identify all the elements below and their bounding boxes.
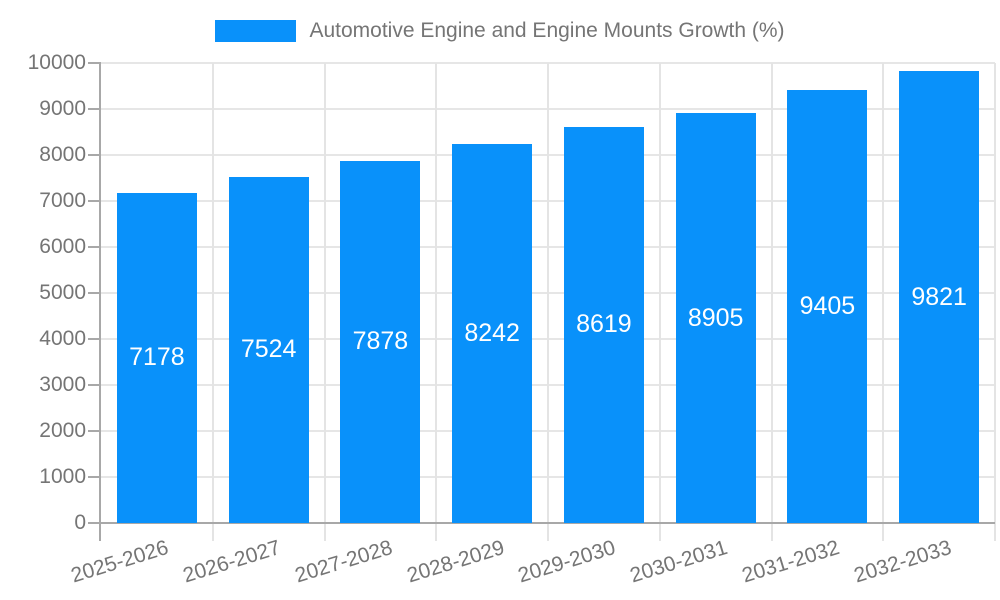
y-tick-mark	[88, 246, 101, 248]
bar[interactable]: 7524	[228, 176, 309, 523]
bar[interactable]: 7178	[116, 192, 197, 523]
y-tick-label: 9000	[39, 97, 86, 120]
x-category-label: 2031-2032	[739, 536, 843, 588]
x-category-label: 2025-2026	[68, 536, 172, 588]
gridline-vertical	[323, 63, 326, 541]
bar[interactable]: 9405	[787, 90, 868, 523]
y-tick-mark	[88, 292, 101, 294]
y-tick-label: 8000	[39, 143, 86, 166]
x-category-label: 2029-2030	[515, 536, 619, 588]
gridline-vertical	[882, 63, 885, 541]
y-tick-mark	[88, 108, 101, 110]
legend-label: Automotive Engine and Engine Mounts Grow…	[309, 19, 785, 42]
y-tick-mark	[88, 430, 101, 432]
bar-value-label: 8619	[576, 310, 632, 339]
y-tick-label: 1000	[39, 465, 86, 488]
legend-swatch	[215, 20, 297, 42]
y-tick-label: 10000	[27, 51, 86, 74]
y-tick-label: 7000	[39, 189, 86, 212]
bar-value-label: 7524	[240, 335, 297, 364]
y-tick-mark	[88, 338, 101, 340]
bar-value-label: 8905	[687, 303, 744, 332]
y-tick-mark	[88, 522, 101, 524]
y-tick-mark	[88, 476, 101, 478]
bar-value-label: 9405	[799, 292, 856, 321]
legend: Automotive Engine and Engine Mounts Grow…	[0, 19, 1000, 43]
x-axis	[99, 522, 995, 524]
y-tick-label: 2000	[39, 419, 86, 442]
y-tick-mark	[88, 384, 101, 386]
bar-value-label: 9821	[911, 282, 967, 311]
bar[interactable]: 8242	[452, 143, 533, 523]
bar-value-label: 8242	[464, 318, 520, 347]
y-tick-mark	[88, 62, 101, 64]
y-axis	[99, 63, 101, 541]
bar-value-label: 7878	[352, 327, 409, 356]
y-tick-label: 5000	[39, 281, 86, 304]
gridline-vertical	[211, 63, 214, 541]
bar[interactable]: 9821	[899, 71, 980, 523]
gridline-vertical	[994, 63, 996, 541]
bar[interactable]: 8619	[563, 126, 644, 523]
y-tick-mark	[88, 154, 101, 156]
x-category-label: 2030-2031	[627, 536, 731, 588]
y-tick-mark	[88, 200, 101, 202]
gridline-vertical	[547, 63, 549, 541]
gridline-vertical	[658, 63, 661, 541]
x-category-label: 2026-2027	[180, 536, 284, 588]
bar-value-label: 7178	[129, 343, 185, 372]
y-tick-label: 6000	[39, 235, 86, 258]
y-tick-label: 4000	[39, 327, 86, 350]
x-category-label: 2032-2033	[851, 536, 954, 588]
x-category-label: 2027-2028	[292, 536, 396, 588]
y-tick-label: 3000	[39, 373, 86, 396]
bar[interactable]: 7878	[340, 160, 421, 523]
x-category-label: 2028-2029	[404, 536, 507, 588]
gridline-vertical	[770, 63, 773, 541]
gridline-vertical	[435, 63, 438, 541]
bar[interactable]: 8905	[675, 113, 756, 523]
y-tick-label: 0	[74, 511, 86, 534]
